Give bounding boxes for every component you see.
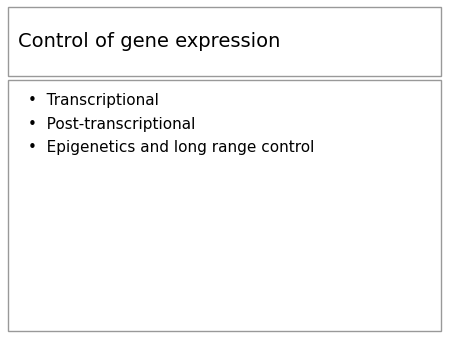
Text: Control of gene expression: Control of gene expression: [18, 32, 280, 51]
FancyBboxPatch shape: [8, 7, 441, 76]
Text: •  Epigenetics and long range control: • Epigenetics and long range control: [28, 141, 315, 155]
Text: •  Post-transcriptional: • Post-transcriptional: [28, 117, 196, 132]
Text: •  Transcriptional: • Transcriptional: [28, 93, 159, 108]
FancyBboxPatch shape: [8, 80, 441, 331]
